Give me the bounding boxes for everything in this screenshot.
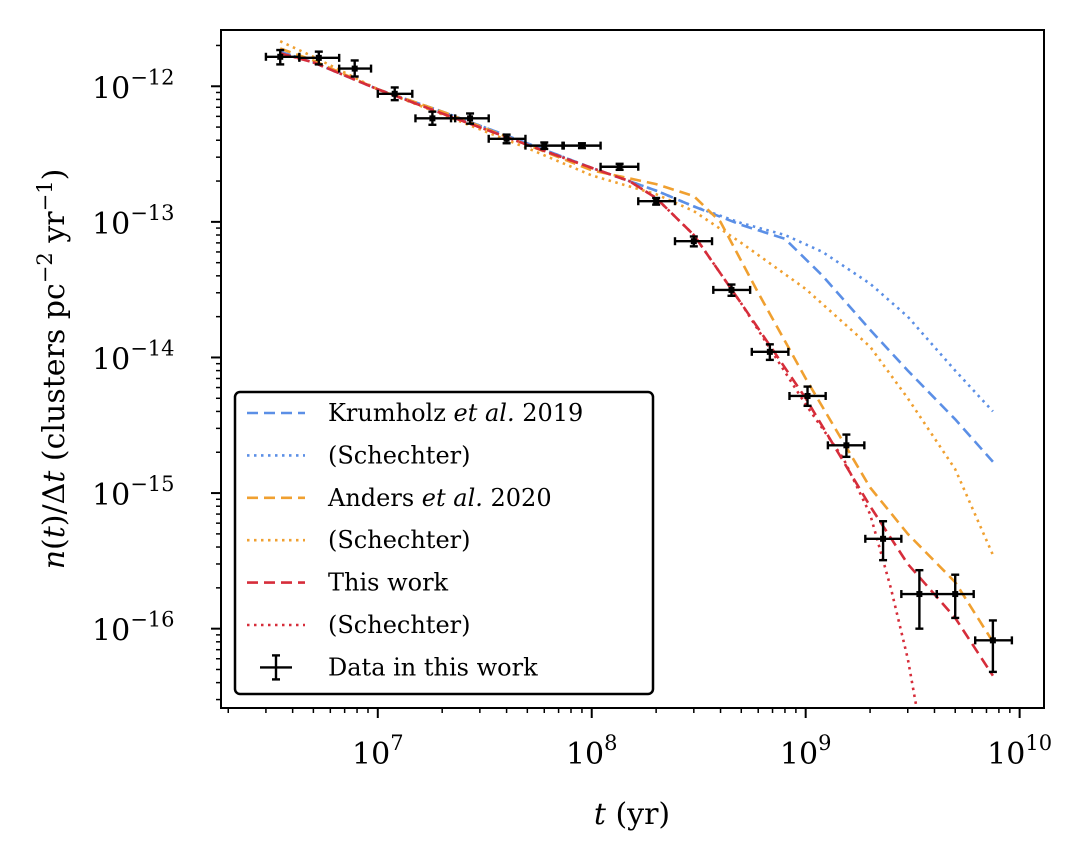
data-marker <box>880 535 887 542</box>
data-point <box>524 141 564 151</box>
y-tick-label: 10−16 <box>92 608 175 649</box>
data-point <box>673 235 714 248</box>
data-point <box>449 112 490 125</box>
data-point <box>376 86 414 102</box>
major-ticks <box>211 85 1021 718</box>
data-point <box>974 619 1014 674</box>
data-marker <box>578 142 585 149</box>
data-marker <box>429 115 436 122</box>
data-point <box>637 196 677 206</box>
x-tick-label: 107 <box>352 731 404 772</box>
data-marker <box>391 90 398 97</box>
data-point <box>712 283 752 297</box>
data-point <box>750 343 790 362</box>
legend-label: (Schechter) <box>328 611 471 639</box>
legend-box <box>233 390 655 696</box>
legend-entry: (Schechter) <box>247 611 471 639</box>
data-points-layer <box>264 48 1014 674</box>
data-marker <box>467 115 474 122</box>
data-point <box>414 110 457 126</box>
legend-entry: Krumholz et al. 2019 <box>247 399 583 427</box>
data-point <box>337 59 373 78</box>
data-marker <box>804 392 811 399</box>
x-axis-label: t (yr) <box>594 797 670 832</box>
data-point <box>599 162 640 172</box>
data-marker <box>653 198 660 205</box>
data-point <box>935 573 975 620</box>
x-tick-label: 108 <box>566 731 618 772</box>
data-marker <box>952 591 959 598</box>
data-point <box>562 141 602 150</box>
legend-entry: Anders et al. 2020 <box>247 484 552 512</box>
legend-entry: (Schechter) <box>247 526 471 554</box>
data-point <box>900 568 938 630</box>
y-tick-labels: 10−12 10−13 10−14 10−15 10−16 <box>92 65 175 648</box>
data-marker <box>351 65 358 72</box>
data-point <box>826 433 866 459</box>
data-point <box>487 133 527 145</box>
legend-label: Anders et al. 2020 <box>327 484 552 512</box>
data-marker <box>728 286 735 293</box>
data-marker <box>315 54 322 61</box>
y-axis-label: n(t)/Δt (clusters pc−2 yr−1) <box>33 169 72 570</box>
legend-entry: Data in this work <box>260 653 538 681</box>
data-marker <box>277 53 284 60</box>
x-tick-label: 1010 <box>987 731 1052 772</box>
data-marker <box>690 238 697 245</box>
legend: Krumholz et al. 2019 (Schechter) Anders et… <box>233 390 655 696</box>
data-marker <box>616 163 623 170</box>
x-tick-label: 109 <box>780 731 832 772</box>
legend-entry: This work <box>247 569 449 597</box>
y-tick-label: 10−13 <box>92 201 175 242</box>
data-marker <box>503 135 510 142</box>
legend-label: (Schechter) <box>328 526 471 554</box>
legend-label: (Schechter) <box>328 441 471 469</box>
data-marker <box>843 442 850 449</box>
data-point <box>298 50 341 66</box>
data-marker <box>766 348 773 355</box>
data-marker <box>989 637 996 644</box>
y-tick-label: 10−12 <box>92 65 175 106</box>
y-tick-label: 10−15 <box>92 472 175 513</box>
data-marker <box>916 591 923 598</box>
legend-label: Krumholz et al. 2019 <box>328 399 583 427</box>
data-point <box>864 520 903 562</box>
legend-label: This work <box>328 569 449 597</box>
plot-frame <box>220 29 1045 709</box>
y-tick-label: 10−14 <box>92 336 175 377</box>
x-tick-labels: 107 108 109 1010 <box>352 731 1052 772</box>
data-point <box>788 385 827 408</box>
legend-label: Data in this work <box>328 653 538 681</box>
data-marker <box>541 142 548 149</box>
legend-entry: (Schechter) <box>247 441 471 469</box>
